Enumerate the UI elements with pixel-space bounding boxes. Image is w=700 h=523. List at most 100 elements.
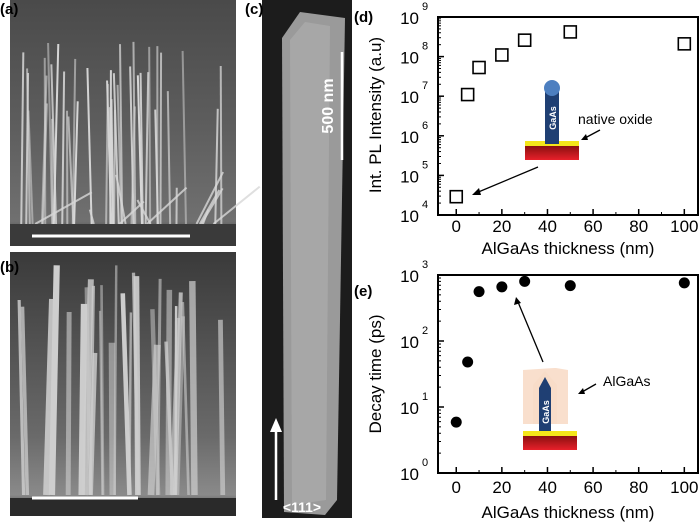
data-point <box>450 416 462 428</box>
nanowire <box>150 309 161 496</box>
y-tick-label: 10 <box>400 267 419 286</box>
wire-label: GaAs <box>548 106 558 130</box>
y-tick-exponent: 7 <box>422 80 428 92</box>
nanowire <box>159 52 163 225</box>
x-tick-label: 40 <box>538 478 557 497</box>
nanowire <box>65 311 72 496</box>
y-tick-label: 10 <box>400 167 419 186</box>
y-tick-label: 10 <box>400 128 419 147</box>
nanowire <box>165 289 173 496</box>
sem-image-a <box>10 0 261 246</box>
x-tick-label: 60 <box>584 217 603 236</box>
nanowire <box>175 316 186 496</box>
plot-frame <box>437 274 699 474</box>
x-axis-label: AlGaAs thickness (nm) <box>482 503 655 522</box>
data-point <box>449 189 464 204</box>
nanowire <box>219 65 223 225</box>
nanowire <box>86 67 93 225</box>
nanowire <box>34 191 93 225</box>
nanowire <box>146 186 188 225</box>
panel-label-b: (b) <box>0 259 19 276</box>
chart-decay-time: (e) Decay time (ps) AlGaAs thickness (nm… <box>354 259 699 522</box>
data-point <box>519 275 531 287</box>
y-tick-label: 10 <box>400 207 419 226</box>
nanowire <box>47 42 54 225</box>
panel-label-a: (a) <box>0 1 18 18</box>
data-point <box>517 33 532 47</box>
y-axis-label: Int. PL Intensity (a.u) <box>366 37 385 193</box>
nanowire <box>169 317 181 496</box>
nanowire <box>139 72 144 225</box>
nanowire <box>128 312 133 496</box>
x-tick-label: 40 <box>538 217 557 236</box>
nanowire <box>148 46 152 225</box>
data-point <box>473 286 485 298</box>
plot-frame <box>437 16 699 216</box>
nanowire <box>112 73 120 225</box>
direction-label: <111> <box>283 499 321 515</box>
panel-label-c: (c) <box>245 1 263 18</box>
data-point <box>462 356 474 368</box>
nanowire <box>144 72 150 225</box>
nanowire <box>108 342 116 496</box>
y-tick-exponent: 2 <box>422 325 428 337</box>
data-point <box>564 280 576 292</box>
y-tick-label: 10 <box>400 49 419 68</box>
x-tick-label: 60 <box>584 478 603 497</box>
nanowire <box>17 299 26 496</box>
x-tick-label: 100 <box>670 478 698 497</box>
nanowire <box>214 108 219 225</box>
x-axis-label: AlGaAs thickness (nm) <box>482 239 655 258</box>
x-tick-label: 80 <box>629 478 648 497</box>
nanowire <box>113 265 118 496</box>
nanowire <box>78 303 88 496</box>
nanowire <box>181 50 187 225</box>
nanowire <box>130 106 136 225</box>
data-point <box>495 48 509 62</box>
tem-image-c <box>262 0 352 518</box>
y-tick-exponent: 9 <box>422 1 428 13</box>
nanowire <box>120 293 132 496</box>
nanowire <box>133 276 141 496</box>
data-point <box>563 25 578 39</box>
nanowire <box>27 110 34 225</box>
nanowire <box>115 174 127 225</box>
annotation-native-oxide: native oxide <box>578 111 653 127</box>
inset-core-nanowire: GaAs native oxide <box>472 80 653 195</box>
inset-core-shell-nanowire: GaAs AlGaAs <box>514 297 650 450</box>
annotation-algaas: AlGaAs <box>603 373 650 389</box>
y-axis-label: Decay time (ps) <box>366 314 385 433</box>
panel-label-d: (d) <box>354 9 373 26</box>
nanowire <box>105 84 109 225</box>
x-tick-label: 80 <box>629 217 648 236</box>
arrow-head <box>270 418 282 432</box>
nanowire <box>218 319 226 496</box>
nanowire <box>195 171 224 225</box>
nanowire <box>88 352 98 496</box>
y-tick-label: 10 <box>400 9 419 28</box>
nanowire <box>20 306 30 496</box>
nanowire <box>67 116 75 225</box>
nanowire <box>61 71 66 225</box>
y-tick-label: 10 <box>400 465 419 484</box>
nanowire <box>202 209 210 225</box>
panel-label-e: (e) <box>354 283 372 300</box>
chart-pl-intensity: (d) Int. PL Intensity (a.u) AlGaAs thick… <box>354 1 699 258</box>
y-tick-exponent: 1 <box>422 391 428 403</box>
nanowire <box>48 265 60 496</box>
nanowire <box>50 64 58 225</box>
nanowire <box>212 185 261 225</box>
x-tick-label: 0 <box>452 478 461 497</box>
data-point <box>678 277 690 289</box>
y-tick-exponent: 5 <box>422 159 428 171</box>
x-tick-label: 0 <box>452 217 461 236</box>
y-tick-exponent: 3 <box>422 259 428 271</box>
nanowire <box>136 75 143 225</box>
nanowire <box>136 199 152 225</box>
nanowire <box>43 298 56 496</box>
y-tick-label: 10 <box>400 333 419 352</box>
y-tick-exponent: 8 <box>422 41 428 53</box>
nanowire <box>189 281 198 496</box>
y-tick-exponent: 0 <box>422 457 428 469</box>
